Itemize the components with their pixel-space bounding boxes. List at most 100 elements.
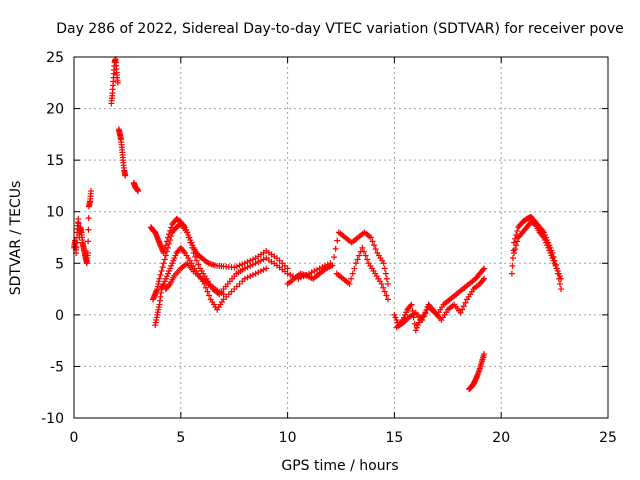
data-point	[380, 260, 387, 267]
data-point	[249, 256, 256, 263]
data-point	[166, 282, 173, 289]
data-point	[220, 291, 227, 298]
data-point	[369, 238, 376, 245]
data-point	[411, 320, 418, 327]
data-point	[332, 245, 339, 252]
data-point	[84, 249, 91, 256]
data-point	[556, 280, 563, 287]
data-point	[159, 264, 166, 271]
data-point	[252, 260, 259, 267]
y-tick-label: 15	[46, 153, 64, 169]
data-point	[313, 266, 320, 273]
data-point	[514, 228, 521, 235]
data-point	[73, 239, 80, 246]
data-point	[481, 351, 488, 358]
y-tick-label: 20	[46, 102, 64, 118]
data-point	[331, 254, 338, 261]
data-point	[157, 271, 164, 278]
data-point	[408, 301, 415, 308]
series-mid-band	[284, 229, 391, 287]
data-point	[257, 268, 264, 275]
data-point	[190, 249, 197, 256]
data-point	[204, 288, 211, 295]
data-point	[367, 234, 374, 241]
data-point	[249, 271, 256, 278]
data-point	[241, 260, 248, 267]
data-point	[372, 246, 379, 253]
y-tick-label: 5	[55, 256, 64, 272]
data-point	[480, 277, 487, 284]
x-tick-label: 15	[385, 430, 403, 446]
data-point	[85, 215, 92, 222]
data-point	[334, 237, 341, 244]
data-point	[284, 265, 291, 272]
data-point	[122, 172, 129, 179]
data-point	[233, 263, 240, 270]
data-point	[508, 270, 515, 277]
series-arc-d	[162, 260, 227, 298]
data-point	[514, 238, 521, 245]
data-point	[164, 244, 171, 251]
data-point	[263, 265, 270, 272]
data-point	[85, 226, 92, 233]
data-point	[352, 260, 359, 267]
data-point	[287, 271, 294, 278]
data-point	[346, 280, 353, 287]
data-point	[348, 275, 355, 282]
data-point	[364, 256, 371, 263]
data-point	[481, 265, 488, 272]
data-point	[362, 252, 369, 259]
plot-frame	[73, 56, 609, 419]
data-point	[260, 266, 267, 273]
series-low-band	[391, 265, 488, 334]
data-point	[308, 269, 315, 276]
data-point	[162, 252, 169, 259]
data-point	[168, 224, 175, 231]
data-point	[383, 275, 390, 282]
data-point	[189, 244, 196, 251]
data-point	[158, 268, 165, 275]
data-point	[187, 239, 194, 246]
data-point	[241, 275, 248, 282]
data-point	[354, 256, 361, 263]
series-late-cluster-2	[511, 219, 565, 282]
y-tick-label: 0	[55, 308, 64, 324]
data-point	[380, 284, 387, 291]
data-point	[181, 248, 188, 255]
data-point	[161, 256, 168, 263]
data-point	[539, 233, 546, 240]
y-tick-label: -10	[41, 411, 64, 427]
data-point	[511, 249, 518, 256]
series-spike-2	[115, 126, 129, 179]
data-point	[509, 255, 516, 262]
data-points	[71, 56, 565, 393]
data-point	[512, 246, 519, 253]
data-point	[255, 258, 262, 265]
data-point	[481, 275, 488, 282]
data-point	[384, 296, 391, 303]
data-point	[460, 303, 467, 310]
data-point	[558, 286, 565, 293]
y-tick-label: -5	[50, 359, 64, 375]
data-point	[193, 257, 200, 264]
series-mid-band-2	[333, 244, 391, 303]
data-point	[420, 313, 427, 320]
data-point	[167, 237, 174, 244]
data-point	[407, 302, 414, 309]
series-neg-arc	[466, 351, 488, 393]
data-point	[359, 244, 366, 251]
data-point	[462, 299, 469, 306]
data-point	[88, 188, 95, 195]
series-spike-3	[130, 179, 142, 195]
data-point	[480, 266, 487, 273]
series-low-band-2	[393, 275, 488, 331]
data-point	[419, 317, 426, 324]
series-early-cluster	[71, 188, 95, 267]
series-arc-c	[152, 244, 270, 329]
data-point	[257, 257, 264, 264]
x-tick-label: 25	[599, 430, 617, 446]
data-point	[384, 280, 391, 287]
data-point	[329, 262, 336, 269]
data-point	[192, 253, 199, 260]
data-point	[184, 229, 191, 236]
